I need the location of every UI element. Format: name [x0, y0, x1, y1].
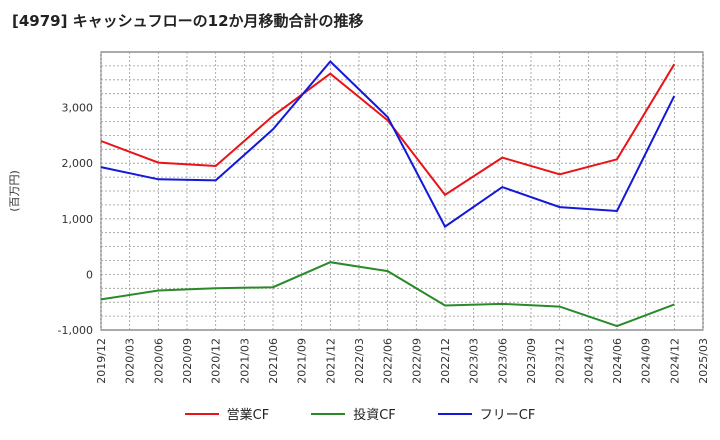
y-axis-label: (百万円) [8, 170, 21, 212]
x-tick-label: 2024/03 [582, 338, 595, 384]
x-tick-label: 2022/06 [382, 338, 395, 384]
legend-label-free-cf: フリーCF [479, 408, 536, 423]
x-tick-label: 2021/06 [267, 338, 280, 384]
legend-item-free-cf: フリーCF [437, 404, 536, 423]
x-tick-label: 2020/03 [124, 338, 137, 384]
legend-label-operating-cf: 営業CF [226, 408, 270, 423]
legend-swatch-investing-cf [311, 412, 346, 415]
series-line-free-cf [100, 60, 676, 229]
series-line-operating-cf [100, 63, 676, 197]
legend-item-operating-cf: 営業CF [184, 404, 270, 423]
x-tick-label: 2019/12 [95, 338, 108, 384]
y-tick-label: 1,000 [62, 213, 94, 226]
x-tick-label: 2023/03 [468, 338, 481, 384]
legend-item-investing-cf: 投資CF [311, 404, 396, 423]
x-tick-label: 2021/09 [296, 338, 309, 384]
x-tick-label: 2025/03 [697, 338, 710, 384]
x-tick-label: 2021/03 [238, 338, 251, 384]
y-tick-label: -1,000 [58, 324, 93, 337]
y-tick-label: 0 [86, 268, 93, 281]
x-tick-label: 2022/12 [439, 338, 452, 384]
x-tick-label: 2023/12 [554, 338, 567, 384]
x-tick-label: 2022/03 [353, 338, 366, 384]
x-tick-label: 2020/06 [152, 338, 165, 384]
x-tick-label: 2021/12 [324, 338, 337, 384]
legend-label-investing-cf: 投資CF [353, 408, 396, 423]
x-tick-label: 2024/09 [640, 338, 653, 384]
series-line-investing-cf [100, 261, 675, 328]
chart-title: [4979] キャッシュフローの12か月移動合計の推移 [12, 12, 364, 30]
legend-swatch-operating-cf [184, 412, 219, 415]
legend: 営業CF 投資CF フリーCF [0, 404, 720, 423]
legend-swatch-free-cf [437, 412, 472, 415]
x-tick-label: 2023/09 [525, 338, 538, 384]
x-tick-label: 2020/09 [181, 338, 194, 384]
y-tick-label: 3,000 [62, 102, 94, 115]
x-tick-label: 2022/09 [410, 338, 423, 384]
x-tick-label: 2020/12 [210, 338, 223, 384]
x-tick-label: 2023/06 [496, 338, 509, 384]
x-tick-label: 2024/06 [611, 338, 624, 384]
y-tick-label: 2,000 [62, 157, 94, 170]
x-tick-label: 2024/12 [668, 338, 681, 384]
